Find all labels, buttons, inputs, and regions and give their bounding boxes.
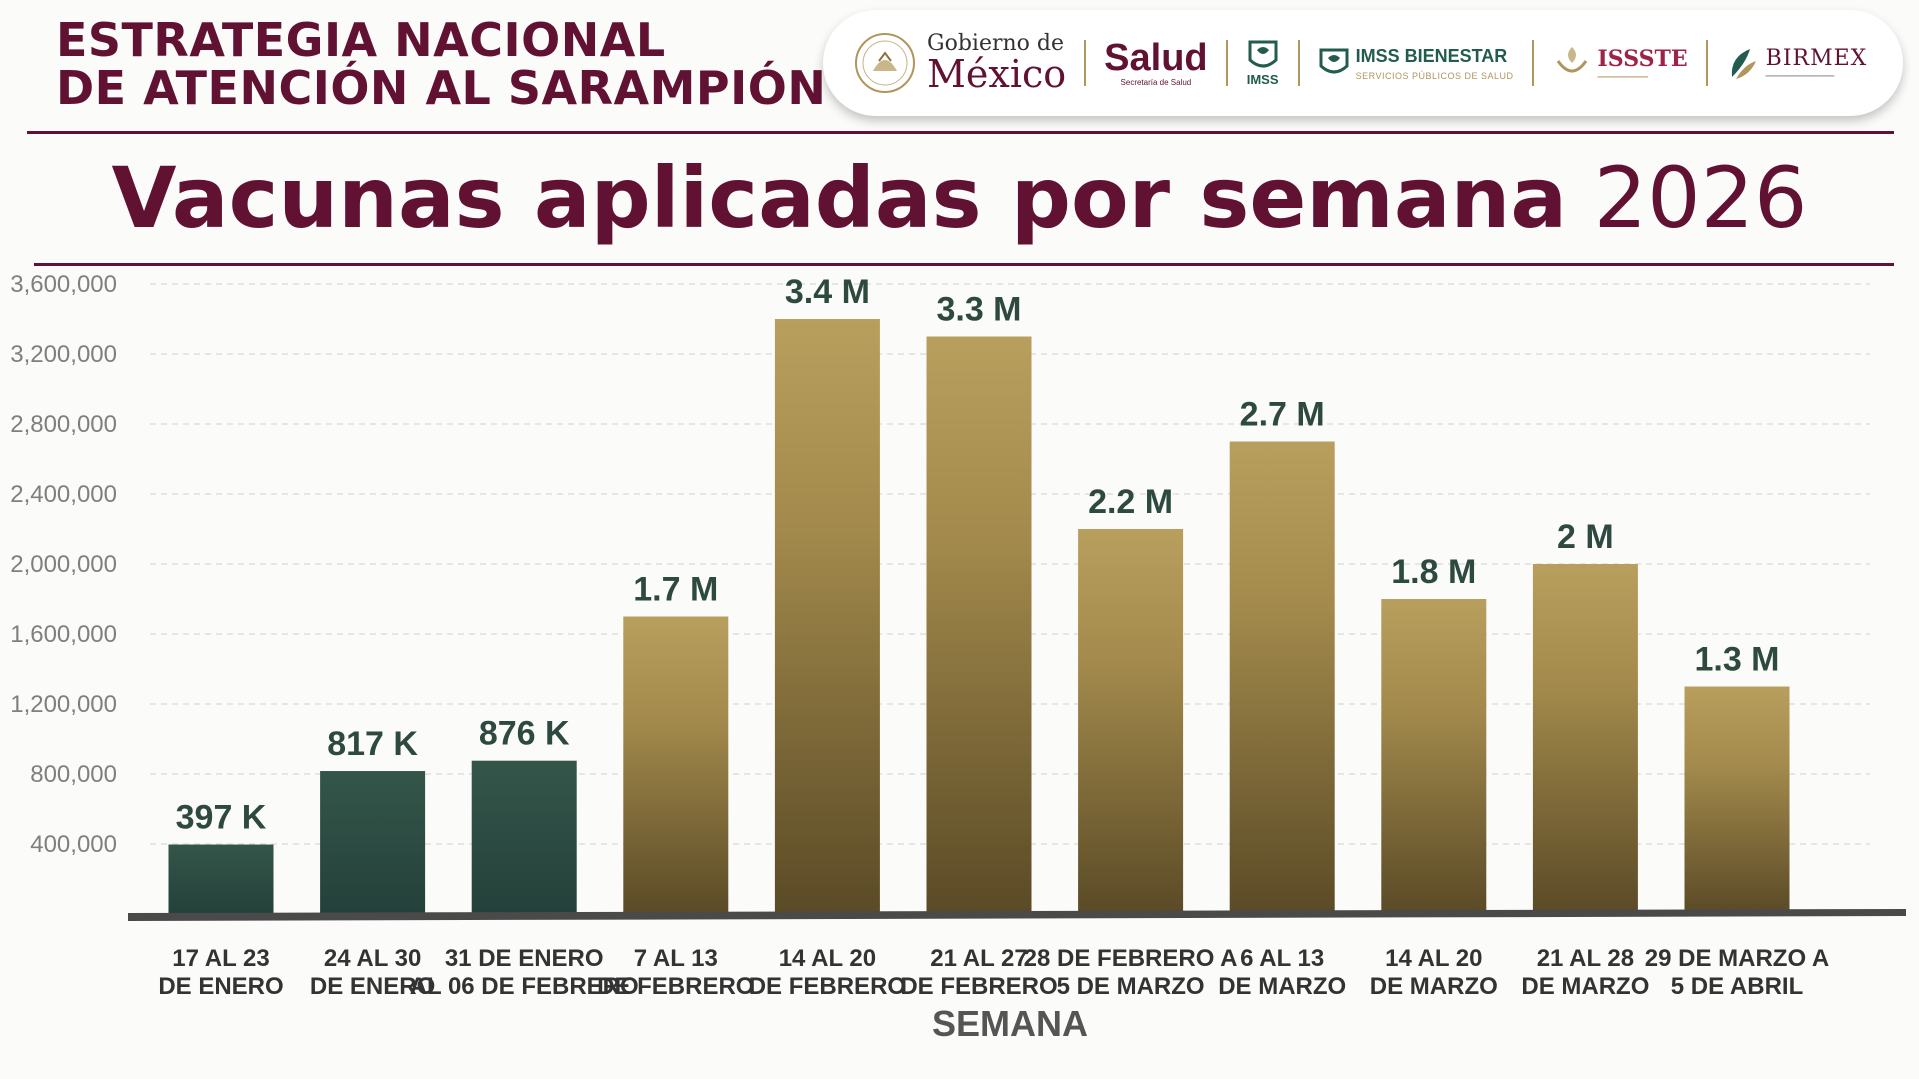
y-tick-label: 2,400,000 bbox=[10, 481, 117, 508]
y-tick-label: 3,600,000 bbox=[10, 271, 117, 298]
y-tick-label: 2,800,000 bbox=[10, 411, 117, 438]
imss-bienestar-label: IMSS BIENESTAR bbox=[1355, 45, 1508, 66]
issste-label: ISSSTE bbox=[1597, 45, 1688, 72]
y-tick-label: 2,000,000 bbox=[10, 551, 117, 578]
logo-divider bbox=[1084, 40, 1087, 86]
x-tick-label: AL 06 DE FEBRERO bbox=[410, 973, 639, 1000]
data-label: 1.8 M bbox=[1391, 553, 1476, 591]
birmex-sub-lines: ━━━━━━━━━━━━━━━━━━━ bbox=[1765, 74, 1835, 80]
logo-divider bbox=[1531, 40, 1534, 86]
birmex-logo: BIRMEX ━━━━━━━━━━━━━━━━━━━ bbox=[1726, 43, 1868, 83]
gobierno-mexico-logo: Gobierno de México bbox=[853, 31, 1066, 95]
x-tick-label: 5 DE MARZO bbox=[1057, 973, 1205, 1000]
y-tick-label: 400,000 bbox=[30, 831, 117, 858]
x-tick-label: DE FEBRERO bbox=[749, 973, 906, 1000]
institution-logo-bar: Gobierno de México Salud Secretaría de S… bbox=[823, 10, 1903, 116]
bar bbox=[1532, 564, 1638, 914]
data-label: 1.7 M bbox=[633, 571, 718, 609]
gobierno-label: Gobierno de bbox=[927, 31, 1064, 56]
logo-divider bbox=[1297, 40, 1300, 86]
data-label: 817 K bbox=[327, 725, 418, 763]
x-tick-label: 24 AL 30 bbox=[324, 945, 421, 972]
x-tick-label: 7 AL 13 bbox=[634, 945, 718, 972]
data-label: 2.7 M bbox=[1240, 396, 1325, 434]
imss-bienestar-emblem-icon bbox=[1319, 48, 1349, 74]
bar bbox=[1381, 599, 1487, 914]
x-tick-label: 14 AL 20 bbox=[1385, 945, 1482, 972]
salud-sub-label: Secretaría de Salud bbox=[1120, 78, 1192, 87]
logo-divider bbox=[1225, 40, 1228, 86]
x-tick-label: DE MARZO bbox=[1370, 973, 1498, 1000]
bar bbox=[1078, 529, 1184, 914]
x-tick-label: 31 DE ENERO bbox=[445, 945, 604, 972]
issste-logo: ISSSTE ━━━━━━━━━━━━━━ bbox=[1552, 43, 1688, 83]
header-divider bbox=[27, 131, 1894, 134]
bar bbox=[320, 771, 426, 914]
imss-bienestar-sub-label: SERVICIOS PÚBLICOS DE SALUD bbox=[1355, 70, 1514, 81]
data-label: 3.3 M bbox=[936, 291, 1021, 329]
logo-divider bbox=[1705, 40, 1708, 86]
imss-label: IMSS bbox=[1246, 71, 1279, 87]
header-title-line1: ESTRATEGIA NACIONAL bbox=[56, 13, 666, 67]
birmex-leaf-icon bbox=[1731, 49, 1756, 79]
x-axis-line bbox=[128, 909, 1906, 921]
y-tick-label: 1,200,000 bbox=[10, 691, 117, 718]
y-tick-label: 800,000 bbox=[30, 761, 117, 788]
x-tick-label: 28 DE FEBRERO A bbox=[1024, 945, 1238, 972]
x-tick-label: DE FEBRERO bbox=[597, 973, 754, 1000]
x-tick-label: DE MARZO bbox=[1218, 973, 1346, 1000]
chart-title: Vacunas aplicadas por semana 2026 bbox=[0, 148, 1919, 248]
salud-logo: Salud Secretaría de Salud bbox=[1104, 39, 1207, 87]
header-title-line2: DE ATENCIÓN AL SARAMPIÓN bbox=[56, 61, 827, 115]
issste-emblem-icon bbox=[1556, 47, 1587, 73]
x-tick-label: 6 AL 13 bbox=[1240, 945, 1324, 972]
x-tick-label: 17 AL 23 bbox=[172, 945, 269, 972]
x-tick-label: DE FEBRERO bbox=[900, 973, 1057, 1000]
x-tick-label: 29 DE MARZO A bbox=[1645, 945, 1829, 972]
title-divider bbox=[34, 263, 1894, 266]
data-label: 2.2 M bbox=[1088, 483, 1173, 521]
data-label: 876 K bbox=[479, 715, 570, 753]
data-label: 2 M bbox=[1557, 518, 1614, 556]
x-tick-label: DE ENERO bbox=[158, 973, 283, 1000]
bar bbox=[623, 616, 729, 914]
x-tick-label: 21 AL 27 bbox=[930, 945, 1027, 972]
bar bbox=[1684, 686, 1790, 914]
x-axis-title: SEMANA bbox=[932, 1003, 1088, 1044]
birmex-label: BIRMEX bbox=[1765, 46, 1868, 71]
y-tick-label: 3,200,000 bbox=[10, 341, 117, 368]
x-tick-label: DE MARZO bbox=[1521, 973, 1649, 1000]
mexico-label: México bbox=[927, 52, 1067, 96]
header-title: ESTRATEGIA NACIONAL DE ATENCIÓN AL SARAM… bbox=[56, 16, 826, 112]
chart-title-main: Vacunas aplicadas por semana bbox=[111, 149, 1568, 247]
chart-title-year: 2026 bbox=[1593, 149, 1808, 247]
bar bbox=[168, 844, 274, 914]
imss-bienestar-logo: IMSS BIENESTAR SERVICIOS PÚBLICOS DE SAL… bbox=[1318, 46, 1514, 81]
data-label: 1.3 M bbox=[1694, 641, 1779, 679]
salud-label: Salud bbox=[1104, 37, 1208, 79]
x-tick-label: 21 AL 28 bbox=[1537, 945, 1634, 972]
x-tick-label: 14 AL 20 bbox=[779, 945, 876, 972]
x-tick-label: DE ENERO bbox=[310, 973, 435, 1000]
x-tick-label: 5 DE ABRIL bbox=[1671, 973, 1803, 1000]
data-label: 397 K bbox=[176, 799, 267, 837]
bar bbox=[774, 319, 880, 914]
data-label: 3.4 M bbox=[785, 273, 870, 311]
bar bbox=[471, 760, 577, 914]
bar bbox=[1229, 441, 1335, 914]
imss-emblem-icon bbox=[1248, 40, 1278, 67]
y-tick-label: 1,600,000 bbox=[10, 621, 117, 648]
bar bbox=[926, 336, 1032, 914]
imss-logo: IMSS bbox=[1246, 40, 1280, 87]
issste-sub-lines: ━━━━━━━━━━━━━━ bbox=[1597, 74, 1649, 81]
mexico-coat-of-arms-icon bbox=[855, 33, 915, 93]
